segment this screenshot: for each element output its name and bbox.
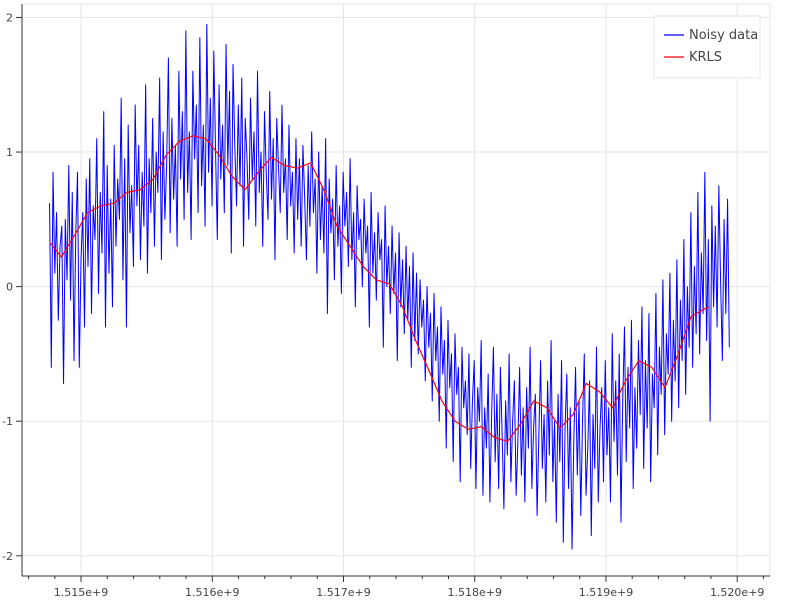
y-tick-label: 1 <box>6 146 13 159</box>
y-tick-label: 2 <box>6 11 13 24</box>
x-tick-label: 1.519e+9 <box>579 586 633 599</box>
series-line-krls <box>49 135 709 443</box>
tick-labels: 1.515e+9 1.516e+9 1.517e+9 1.518e+9 1.519e+9… <box>2 11 764 599</box>
legend-box <box>653 15 761 79</box>
series-lines <box>49 23 730 550</box>
legend: Noisy data KRLS <box>653 15 761 79</box>
y-tick-label: 0 <box>6 281 13 294</box>
x-tick-label: 1.517e+9 <box>316 586 370 599</box>
x-tick-label: 1.515e+9 <box>54 586 108 599</box>
x-tick-label: 1.516e+9 <box>185 586 239 599</box>
series-line-noisy-data <box>49 23 730 550</box>
y-tick-label: -1 <box>2 415 13 428</box>
axes <box>16 4 770 582</box>
legend-label-krls: KRLS <box>689 50 722 65</box>
legend-label-noisy-data: Noisy data <box>689 28 758 43</box>
x-tick-label: 1.520e+9 <box>710 586 764 599</box>
x-tick-label: 1.518e+9 <box>447 586 501 599</box>
y-tick-label: -2 <box>2 550 13 563</box>
